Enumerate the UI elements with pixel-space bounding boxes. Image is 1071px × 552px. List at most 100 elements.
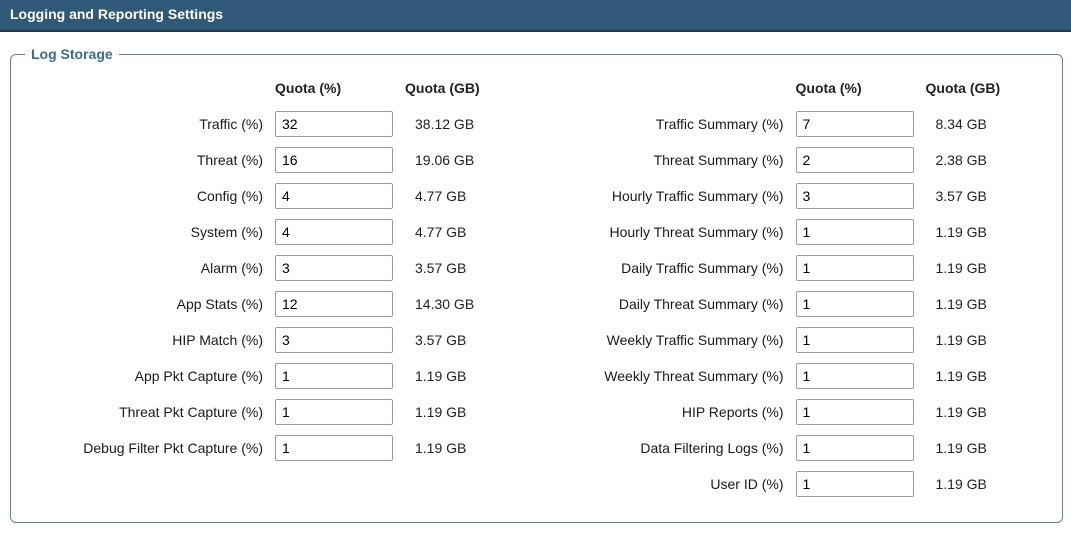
left-row-label: Traffic (%) (21, 106, 271, 142)
left-row-label: HIP Match (%) (21, 322, 271, 358)
left-row-gb: 3.57 GB (401, 250, 532, 286)
right-row-label: HIP Reports (%) (542, 394, 792, 430)
left-row-label: System (%) (21, 214, 271, 250)
left-row-system: System (%) 4.77 GB (21, 214, 532, 250)
hourly-traffic-summary-input[interactable] (796, 183, 914, 209)
right-row-label: Daily Traffic Summary (%) (542, 250, 792, 286)
right-row-input-cell (792, 286, 922, 322)
left-row-input-cell (271, 106, 401, 142)
weekly-threat-summary-input[interactable] (796, 363, 914, 389)
right-row-input-cell (792, 394, 922, 430)
left-row-input-cell (271, 142, 401, 178)
user-id-input[interactable] (796, 471, 914, 497)
left-row-input-cell (271, 430, 401, 466)
left-row-label: Threat Pkt Capture (%) (21, 394, 271, 430)
left-row-gb: 19.06 GB (401, 142, 532, 178)
right-row-gb: 1.19 GB (922, 394, 1053, 430)
left-row-input-cell (271, 358, 401, 394)
left-row-label: Threat (%) (21, 142, 271, 178)
left-row-gb: 4.77 GB (401, 178, 532, 214)
right-row-gb: 8.34 GB (922, 106, 1053, 142)
right-row-input-cell (792, 178, 922, 214)
app-pkt-capture-input[interactable] (275, 363, 393, 389)
right-row-hourly-threat-summary: Hourly Threat Summary (%)1.19 GB (542, 214, 1053, 250)
right-row-gb: 1.19 GB (922, 322, 1053, 358)
left-row-input-cell (271, 322, 401, 358)
left-row-traffic: Traffic (%) 38.12 GB (21, 106, 532, 142)
right-row-label: Threat Summary (%) (542, 142, 792, 178)
right-row-input-cell (792, 106, 922, 142)
left-row-app-stats: App Stats (%) 14.30 GB (21, 286, 532, 322)
right-row-daily-threat-summary: Daily Threat Summary (%) 1.19 GB (542, 286, 1053, 322)
right-row-input-cell (792, 142, 922, 178)
content: Log Storage Quota (%) Quota (GB) Traffic… (0, 32, 1071, 523)
hourly-threat-summary-input[interactable] (796, 219, 914, 245)
right-row-label: Traffic Summary (%) (542, 106, 792, 142)
hip-reports-input[interactable] (796, 399, 914, 425)
left-row-gb: 38.12 GB (401, 106, 532, 142)
left-row-gb: 3.57 GB (401, 322, 532, 358)
data-filtering-logs-input[interactable] (796, 435, 914, 461)
left-row-hip-match: HIP Match (%) 3.57 GB (21, 322, 532, 358)
right-row-label: Daily Threat Summary (%) (542, 286, 792, 322)
right-row-input-cell (792, 214, 922, 250)
left-row-input-cell (271, 286, 401, 322)
right-header-quota-gb: Quota (GB) (922, 74, 1053, 106)
threat-pkt-capture-input[interactable] (275, 399, 393, 425)
right-row-label: Hourly Traffic Summary (%) (542, 178, 792, 214)
app-stats-input[interactable] (275, 291, 393, 317)
page-title: Logging and Reporting Settings (10, 6, 223, 22)
threat-summary-input[interactable] (796, 147, 914, 173)
right-row-label: Weekly Traffic Summary (%) (542, 322, 792, 358)
left-row-threat-pkt-capture: Threat Pkt Capture (%) 1.19 GB (21, 394, 532, 430)
log-storage-group: Log Storage Quota (%) Quota (GB) Traffic… (10, 46, 1063, 523)
left-row-label: Debug Filter Pkt Capture (%) (21, 430, 271, 466)
left-row-input-cell (271, 250, 401, 286)
right-row-traffic-summary: Traffic Summary (%) 8.34 GB (542, 106, 1053, 142)
left-row-threat: Threat (%) 19.06 GB (21, 142, 532, 178)
left-row-gb: 1.19 GB (401, 394, 532, 430)
left-row-gb: 14.30 GB (401, 286, 532, 322)
left-row-gb: 1.19 GB (401, 358, 532, 394)
left-row-gb: 4.77 GB (401, 214, 532, 250)
right-row-gb: 1.19 GB (922, 286, 1053, 322)
right-row-label: Data Filtering Logs (%) (542, 430, 792, 466)
columns: Quota (%) Quota (GB) Traffic (%) 38.12 GB… (21, 70, 1052, 502)
right-row-gb: 1.19 GB (922, 358, 1053, 394)
daily-threat-summary-input[interactable] (796, 291, 914, 317)
right-row-label: Weekly Threat Summary (%) (542, 358, 792, 394)
right-row-label: Hourly Threat Summary (%) (542, 214, 792, 250)
left-row-alarm: Alarm (%)3.57 GB (21, 250, 532, 286)
daily-traffic-summary-input[interactable] (796, 255, 914, 281)
left-header-quota-pct: Quota (%) (271, 74, 401, 106)
left-row-label: App Stats (%) (21, 286, 271, 322)
right-table: Quota (%) Quota (GB) Traffic Summary (%)… (542, 74, 1053, 502)
right-row-input-cell (792, 250, 922, 286)
right-row-user-id: User ID (%)1.19 GB (542, 466, 1053, 502)
right-column: Quota (%) Quota (GB) Traffic Summary (%)… (542, 74, 1053, 502)
right-header-label (542, 74, 792, 106)
threat-input[interactable] (275, 147, 393, 173)
right-row-data-filtering-logs: Data Filtering Logs (%) 1.19 GB (542, 430, 1053, 466)
right-header-quota-pct: Quota (%) (792, 74, 922, 106)
right-row-hourly-traffic-summary: Hourly Traffic Summary (%) 3.57 GB (542, 178, 1053, 214)
system-input[interactable] (275, 219, 393, 245)
right-row-input-cell (792, 358, 922, 394)
right-row-gb: 1.19 GB (922, 250, 1053, 286)
left-header-label (21, 74, 271, 106)
traffic-input[interactable] (275, 111, 393, 137)
traffic-summary-input[interactable] (796, 111, 914, 137)
left-table: Quota (%) Quota (GB) Traffic (%)38.12 GB… (21, 74, 532, 466)
alarm-input[interactable] (275, 255, 393, 281)
right-row-gb: 3.57 GB (922, 178, 1053, 214)
right-row-input-cell (792, 466, 922, 502)
right-row-label: User ID (%) (542, 466, 792, 502)
weekly-traffic-summary-input[interactable] (796, 327, 914, 353)
config-input[interactable] (275, 183, 393, 209)
hip-match-input[interactable] (275, 327, 393, 353)
log-storage-legend: Log Storage (25, 46, 119, 62)
left-row-label: Config (%) (21, 178, 271, 214)
right-row-gb: 1.19 GB (922, 430, 1053, 466)
debug-filter-pkt-capture-input[interactable] (275, 435, 393, 461)
left-row-input-cell (271, 214, 401, 250)
